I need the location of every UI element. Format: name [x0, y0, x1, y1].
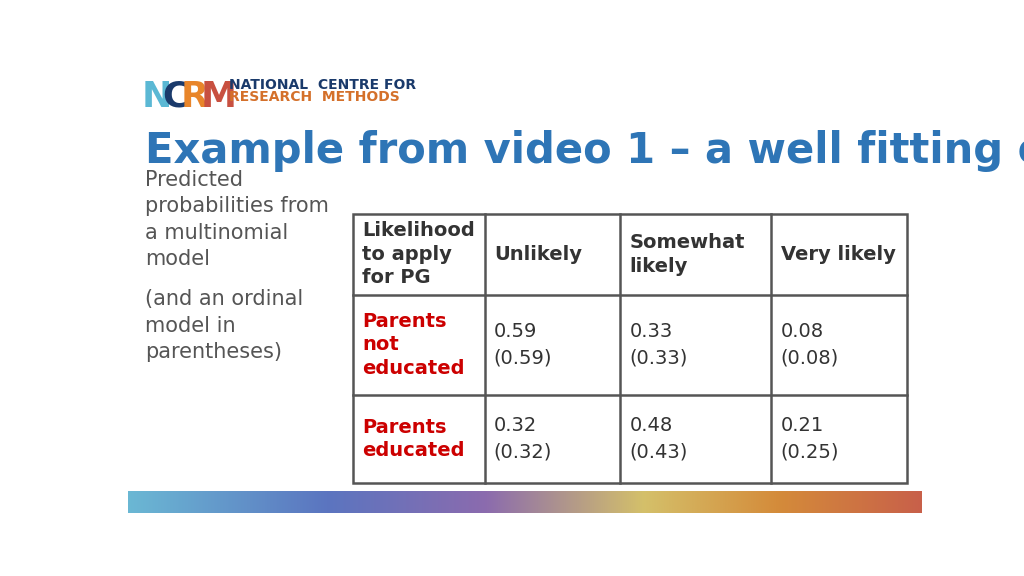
- Text: 0.59
(0.59): 0.59 (0.59): [494, 322, 552, 367]
- Text: 0.08
(0.08): 0.08 (0.08): [780, 322, 839, 367]
- Text: Unlikely: Unlikely: [494, 245, 582, 264]
- Bar: [352, 214, 907, 483]
- Text: 0.48
(0.43): 0.48 (0.43): [630, 416, 688, 462]
- Text: Somewhat
likely: Somewhat likely: [630, 233, 744, 275]
- Text: Likelihood
to apply
for PG: Likelihood to apply for PG: [362, 221, 475, 287]
- Text: Parents
not
educated: Parents not educated: [362, 312, 465, 378]
- Text: C: C: [162, 80, 188, 114]
- Text: NATIONAL  CENTRE FOR: NATIONAL CENTRE FOR: [228, 78, 416, 92]
- Text: 0.21
(0.25): 0.21 (0.25): [780, 416, 839, 462]
- Text: 0.32
(0.32): 0.32 (0.32): [494, 416, 552, 462]
- Text: (and an ordinal
model in
parentheses): (and an ordinal model in parentheses): [145, 289, 303, 362]
- Text: 0.33
(0.33): 0.33 (0.33): [630, 322, 688, 367]
- Text: M: M: [201, 80, 237, 114]
- Text: Predicted
probabilities from
a multinomial
model: Predicted probabilities from a multinomi…: [145, 170, 329, 269]
- Text: Parents
educated: Parents educated: [362, 418, 465, 460]
- Text: Very likely: Very likely: [780, 245, 895, 264]
- Text: RESEARCH  METHODS: RESEARCH METHODS: [228, 90, 399, 104]
- Text: N: N: [142, 80, 172, 114]
- Text: Example from video 1 – a well fitting ordinal model: Example from video 1 – a well fitting or…: [145, 130, 1024, 172]
- Text: R: R: [180, 80, 209, 114]
